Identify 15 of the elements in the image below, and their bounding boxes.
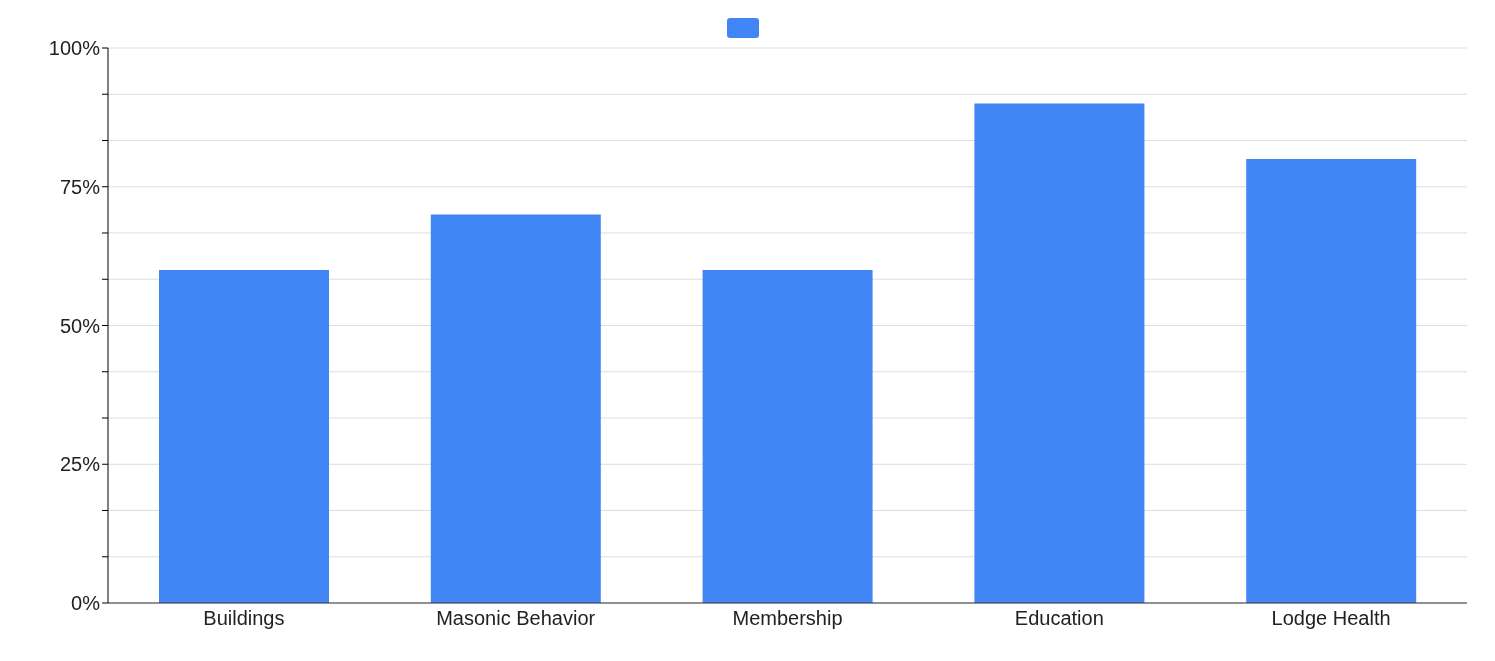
bar — [430, 214, 601, 603]
x-tick-label: Buildings — [203, 607, 285, 630]
bar — [702, 270, 873, 603]
y-tick-label: 75% — [59, 175, 101, 198]
bar — [974, 103, 1145, 603]
bar — [1246, 159, 1417, 603]
x-tick-label: Membership — [732, 607, 843, 630]
x-tick-label: Education — [1014, 607, 1104, 630]
y-tick-label: 0% — [71, 592, 101, 615]
y-tick-label: 25% — [59, 453, 101, 476]
y-tick-label: 50% — [59, 314, 101, 337]
x-tick-label: Masonic Behavior — [436, 607, 596, 630]
y-tick-label: 100% — [48, 37, 101, 60]
bar — [159, 270, 329, 603]
x-tick-label: Lodge Health — [1271, 607, 1391, 630]
